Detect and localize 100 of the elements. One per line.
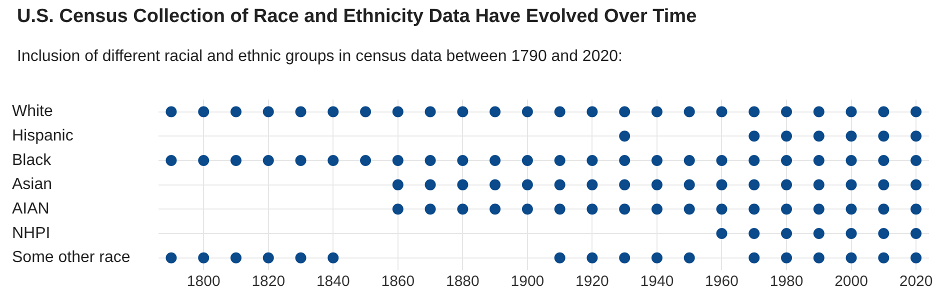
point — [878, 228, 890, 239]
point — [554, 204, 566, 215]
point — [716, 228, 728, 239]
point — [910, 252, 922, 264]
point — [846, 154, 857, 166]
point — [619, 130, 630, 142]
x-tick-label: 1900 — [510, 273, 544, 290]
point — [748, 228, 760, 239]
point — [878, 130, 890, 142]
point — [166, 252, 177, 264]
point — [554, 154, 566, 166]
x-tick-label: 2020 — [899, 273, 933, 290]
point — [651, 204, 662, 215]
point — [910, 204, 922, 215]
x-tick-label: 1840 — [316, 273, 350, 290]
point — [328, 252, 339, 264]
point — [910, 179, 922, 190]
point — [813, 154, 824, 166]
x-tick-label: 1880 — [446, 273, 480, 290]
point — [748, 252, 760, 264]
point — [328, 106, 339, 118]
point — [684, 204, 695, 215]
point — [262, 252, 274, 264]
point — [878, 154, 890, 166]
point — [910, 154, 922, 166]
point — [878, 106, 890, 118]
y-tick-label: Black — [12, 152, 52, 169]
point — [781, 154, 792, 166]
point — [490, 204, 501, 215]
point — [457, 106, 468, 118]
point — [392, 154, 404, 166]
point — [490, 179, 501, 190]
point — [684, 179, 695, 190]
point — [748, 179, 760, 190]
point — [910, 130, 922, 142]
point — [230, 252, 242, 264]
point — [651, 106, 662, 118]
point — [781, 252, 792, 264]
point — [846, 252, 857, 264]
point — [748, 130, 760, 142]
point — [846, 179, 857, 190]
point — [586, 154, 598, 166]
point — [392, 179, 404, 190]
y-tick-label: Asian — [12, 176, 52, 194]
x-tick-label: 1820 — [252, 273, 286, 290]
point — [846, 106, 857, 118]
point — [619, 252, 630, 264]
y-tick-label: AIAN — [12, 200, 50, 218]
point — [295, 154, 306, 166]
point — [392, 106, 404, 118]
point — [295, 252, 306, 264]
y-tick-label: NHPI — [12, 224, 50, 242]
point — [651, 252, 662, 264]
point — [813, 252, 824, 264]
point — [910, 228, 922, 239]
point — [392, 204, 404, 215]
x-tick-label: 1980 — [770, 273, 804, 290]
point — [328, 154, 339, 166]
y-tick-label: Some other race — [12, 249, 130, 266]
point — [813, 179, 824, 190]
point — [878, 252, 890, 264]
point — [781, 130, 792, 142]
point — [910, 106, 922, 118]
point — [230, 154, 242, 166]
point — [813, 204, 824, 215]
x-tick-label: 1800 — [186, 273, 220, 290]
point — [198, 106, 210, 118]
point — [846, 228, 857, 239]
point — [457, 179, 468, 190]
point — [490, 106, 501, 118]
point — [295, 106, 306, 118]
point — [619, 204, 630, 215]
point — [781, 204, 792, 215]
point — [262, 154, 274, 166]
point — [198, 154, 210, 166]
point — [781, 106, 792, 118]
point — [748, 106, 760, 118]
x-tick-label: 1920 — [576, 273, 609, 290]
point — [619, 106, 630, 118]
point — [748, 154, 760, 166]
x-tick-label: 1860 — [381, 273, 415, 290]
point — [166, 154, 177, 166]
point — [586, 204, 598, 215]
point — [813, 228, 824, 239]
x-tick-label: 1960 — [705, 273, 738, 290]
y-tick-label: White — [12, 103, 53, 120]
point — [457, 154, 468, 166]
point — [554, 252, 566, 264]
point — [813, 130, 824, 142]
point — [878, 204, 890, 215]
point — [457, 204, 468, 215]
point — [424, 179, 436, 190]
chart-subtitle: Inclusion of different racial and ethnic groups in census data between 1790 and 2020: — [17, 48, 622, 66]
point — [878, 179, 890, 190]
y-tick-label: Hispanic — [12, 128, 74, 145]
point — [424, 106, 436, 118]
point — [522, 179, 533, 190]
point — [619, 154, 630, 166]
point — [684, 252, 695, 264]
point — [684, 106, 695, 118]
